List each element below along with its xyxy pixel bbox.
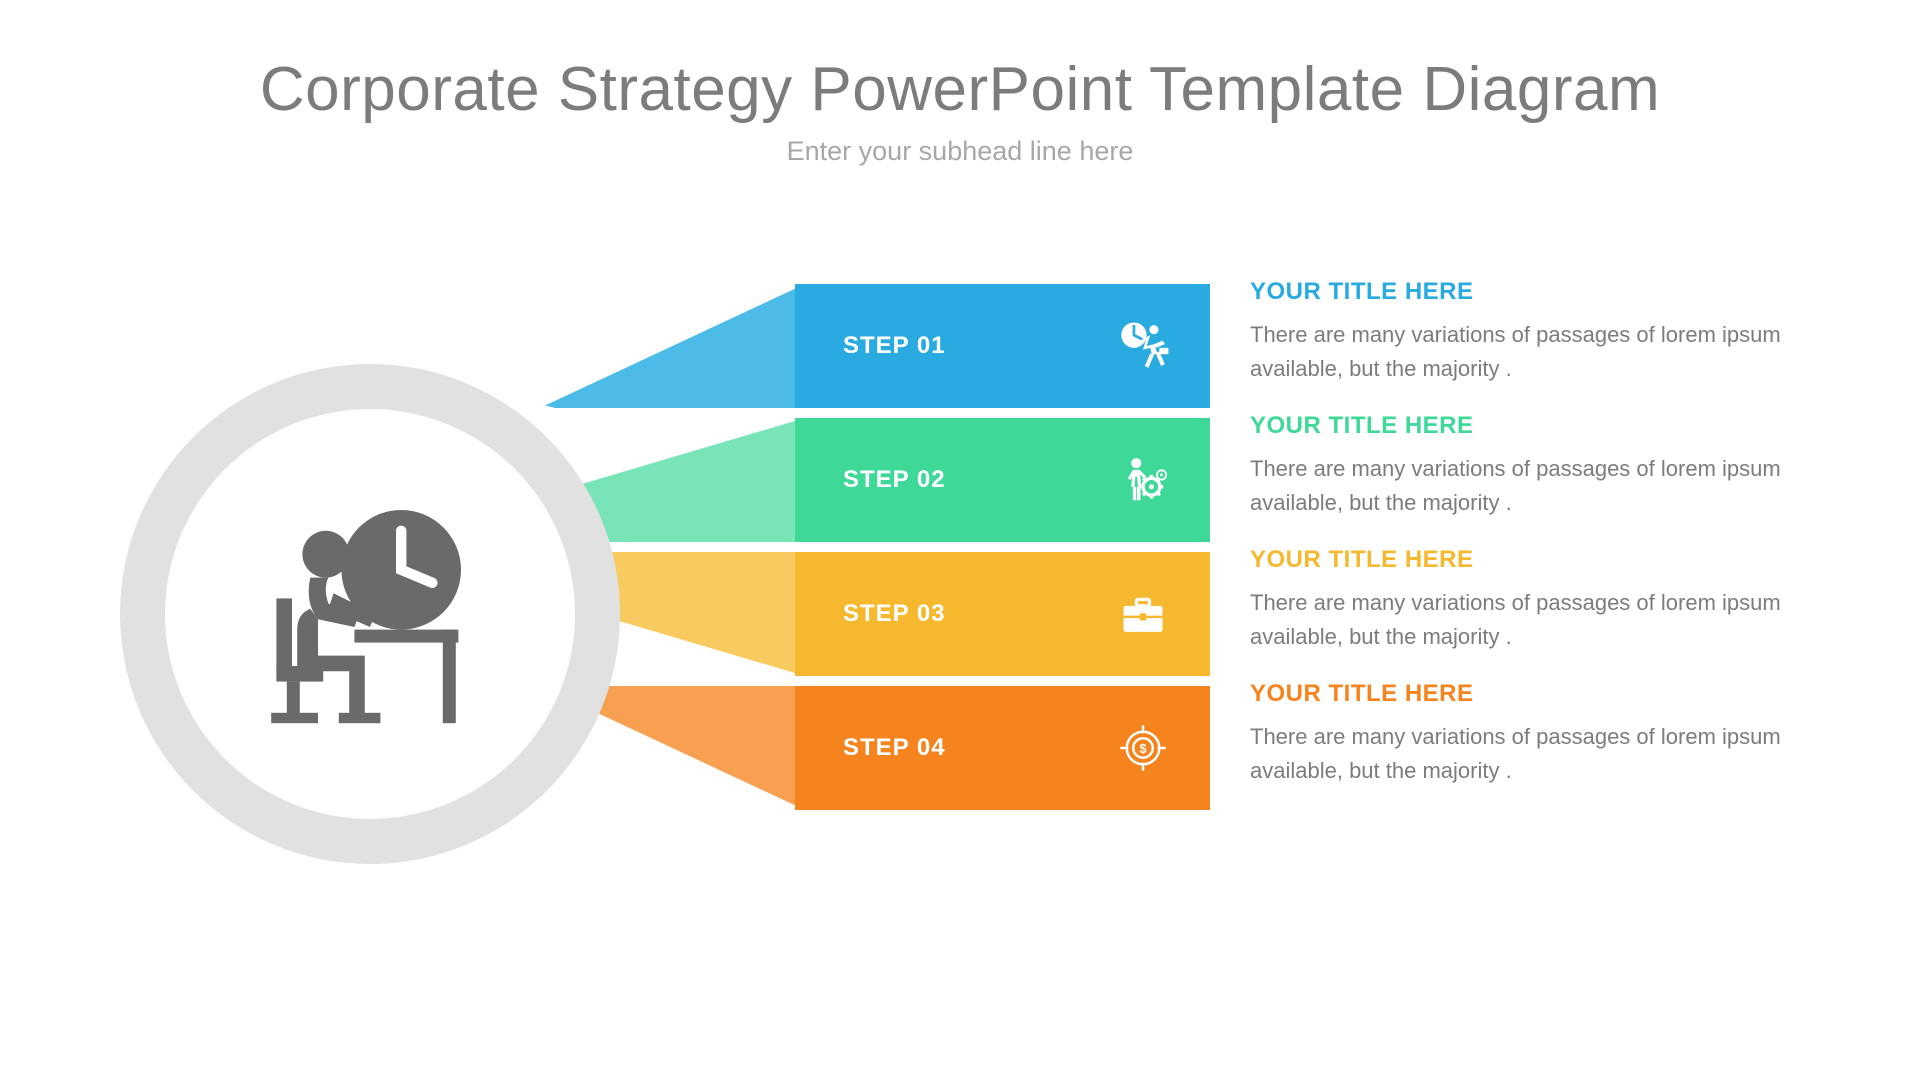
step-label: STEP 01	[843, 332, 946, 360]
step-text-block: YOUR TITLE HERE There are many variations…	[1250, 412, 1820, 546]
step-title: YOUR TITLE HERE	[1250, 546, 1820, 574]
step-row: STEP 03	[545, 552, 1210, 676]
target-dollar-icon: $	[1112, 717, 1174, 779]
step-description: There are many variations of passages of…	[1250, 720, 1820, 788]
briefcase-icon	[1112, 583, 1174, 645]
diagram-container: STEP 01 STEP 02 STEP 03 STEP 04 $ YOUR TITLE…	[100, 284, 1820, 1004]
step-description: There are many variations of passages of…	[1250, 586, 1820, 654]
step-text-block: YOUR TITLE HERE There are many variations…	[1250, 680, 1820, 814]
step-connector	[545, 284, 805, 408]
step-bar: STEP 02	[795, 418, 1210, 542]
step-text-block: YOUR TITLE HERE There are many variations…	[1250, 546, 1820, 680]
person-at-desk-clock-icon	[240, 484, 500, 744]
step-row: STEP 01	[545, 284, 1210, 408]
step-bar: STEP 01	[795, 284, 1210, 408]
slide: Corporate Strategy PowerPoint Template D…	[0, 0, 1920, 1080]
running-clock-icon	[1112, 315, 1174, 377]
step-text-block: YOUR TITLE HERE There are many variations…	[1250, 278, 1820, 412]
slide-subtitle: Enter your subhead line here	[0, 136, 1920, 167]
step-label: STEP 02	[843, 466, 946, 494]
text-column: YOUR TITLE HERE There are many variations…	[1250, 278, 1820, 814]
step-label: STEP 03	[843, 600, 946, 628]
step-row: STEP 02	[545, 418, 1210, 542]
step-bar: STEP 04 $	[795, 686, 1210, 810]
step-description: There are many variations of passages of…	[1250, 452, 1820, 520]
step-title: YOUR TITLE HERE	[1250, 680, 1820, 708]
hub-inner-circle	[165, 409, 575, 819]
step-description: There are many variations of passages of…	[1250, 318, 1820, 386]
step-title: YOUR TITLE HERE	[1250, 278, 1820, 306]
steps-column: STEP 01 STEP 02 STEP 03 STEP 04 $	[545, 284, 1210, 820]
worker-gear-icon	[1112, 449, 1174, 511]
svg-text:$: $	[1139, 741, 1147, 756]
step-title: YOUR TITLE HERE	[1250, 412, 1820, 440]
step-bar: STEP 03	[795, 552, 1210, 676]
slide-title: Corporate Strategy PowerPoint Template D…	[0, 54, 1920, 125]
step-row: STEP 04 $	[545, 686, 1210, 810]
step-label: STEP 04	[843, 734, 946, 762]
